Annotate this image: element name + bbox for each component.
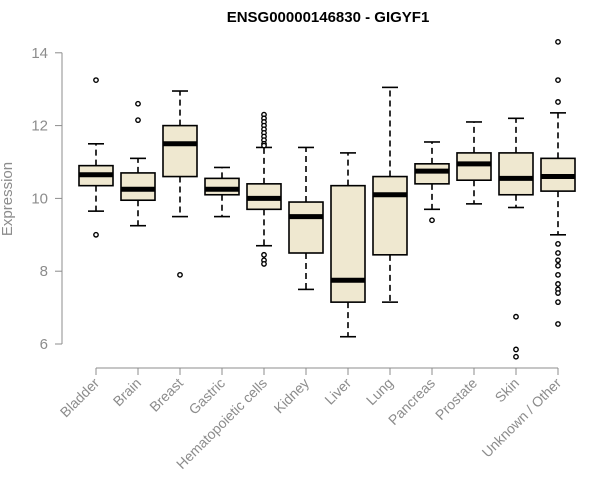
outlier-point — [555, 271, 561, 278]
outlier-point — [555, 262, 561, 269]
box-iqr — [120, 172, 156, 202]
boxes — [78, 38, 576, 360]
y-axis: 6 8 10 12 14 — [31, 45, 63, 353]
box-iqr — [456, 152, 492, 181]
box-group — [540, 38, 576, 327]
box-group — [120, 100, 156, 227]
outlier-point — [555, 257, 561, 264]
x-tick-label: Brain — [110, 375, 144, 409]
box-iqr — [288, 201, 324, 254]
outlier-point — [513, 346, 519, 353]
box-group — [498, 117, 534, 360]
outlier-point — [555, 99, 561, 105]
y-tick-label: 6 — [40, 336, 48, 353]
box-iqr — [204, 177, 240, 196]
box-group — [246, 111, 282, 267]
x-tick-label: Breast — [146, 375, 186, 415]
y-tick-label: 10 — [31, 190, 48, 207]
outlier-point — [555, 290, 561, 296]
x-tick-label: Lung — [363, 375, 396, 408]
y-tick-label: 12 — [31, 118, 48, 135]
box-iqr — [330, 184, 366, 303]
y-axis-label: Expression — [0, 162, 16, 236]
outlier-point — [93, 77, 99, 84]
x-tick-label: Liver — [321, 375, 354, 408]
outlier-point — [261, 261, 267, 267]
outlier-point — [555, 250, 561, 256]
outlier-point — [429, 217, 435, 224]
box-iqr — [162, 124, 198, 178]
outlier-point — [135, 117, 141, 124]
outlier-point — [555, 299, 561, 306]
outlier-point — [555, 240, 561, 247]
x-tick-label: Skin — [492, 375, 523, 406]
y-tick-label: 8 — [40, 263, 48, 280]
outlier-point — [555, 77, 561, 84]
box-group — [456, 121, 492, 205]
outlier-point — [555, 321, 561, 327]
outlier-point — [513, 313, 519, 320]
chart-title: ENSG00000146830 - GIGYF1 — [227, 9, 430, 26]
box-group — [414, 141, 450, 224]
outlier-point — [261, 251, 267, 258]
outlier-point — [135, 100, 141, 107]
box-iqr — [372, 175, 408, 256]
box-group — [204, 166, 240, 218]
x-tick-label: Kidney — [271, 375, 313, 417]
box-group — [288, 146, 324, 291]
box-group — [78, 77, 114, 238]
outlier-point — [513, 353, 519, 360]
outlier-point — [555, 281, 561, 287]
outlier-point — [93, 231, 99, 238]
box-iqr — [498, 152, 534, 196]
box-group — [372, 86, 408, 303]
outlier-point — [177, 271, 183, 278]
outlier-point — [555, 38, 561, 45]
x-tick-label: Pancreas — [385, 375, 438, 428]
outlier-point — [261, 142, 267, 149]
y-tick-label: 14 — [31, 45, 48, 62]
box-iqr — [414, 163, 450, 185]
x-tick-label: Unknown / Other — [479, 375, 565, 461]
x-tick-label: Prostate — [432, 375, 480, 423]
box-group — [162, 90, 198, 278]
box-group — [330, 152, 366, 338]
x-tick-label: Bladder — [57, 375, 103, 421]
